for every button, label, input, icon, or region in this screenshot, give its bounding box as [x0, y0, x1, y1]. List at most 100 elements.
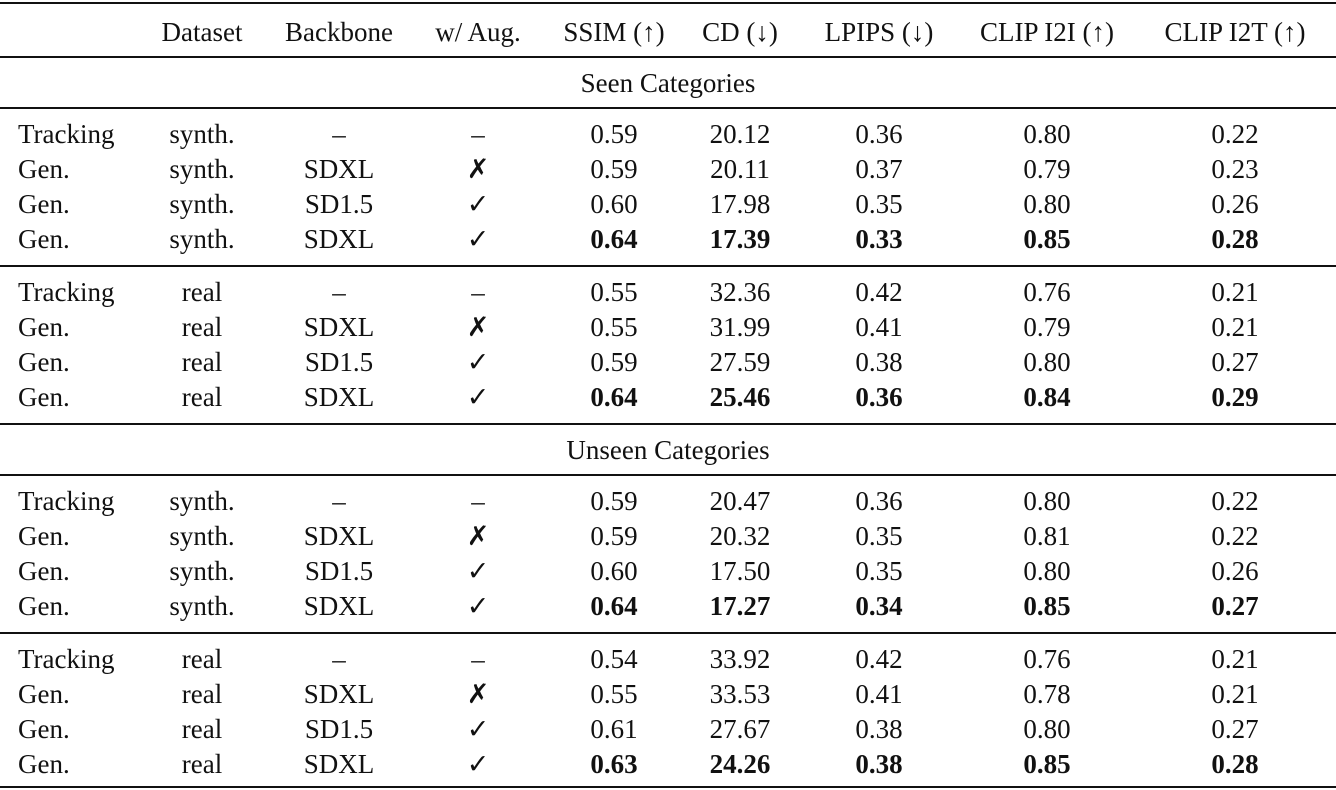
table-cell: 0.27: [1211, 591, 1259, 621]
table-cell: 0.35: [855, 189, 903, 219]
table-cell: 0.55: [590, 312, 638, 342]
table-cell: 0.27: [1211, 347, 1259, 377]
table-cell: 0.38: [855, 749, 903, 779]
table-cell: 0.26: [1211, 556, 1259, 586]
table-cell: 0.59: [590, 119, 638, 149]
row-label: Gen.: [18, 382, 70, 412]
table-cell: 33.92: [709, 644, 771, 674]
table-cell: 0.42: [855, 644, 903, 674]
section-title: Seen Categories: [580, 68, 756, 98]
table-cell: 17.98: [709, 189, 771, 219]
rule: [0, 107, 1336, 109]
table-cell: 20.12: [709, 119, 771, 149]
table-cell: ✗: [466, 521, 490, 551]
table-cell: 0.38: [855, 347, 903, 377]
table-cell: 0.79: [1023, 312, 1071, 342]
table-cell: synth.: [169, 154, 235, 184]
table-cell: 0.85: [1023, 224, 1071, 254]
table-cell: 0.27: [1211, 714, 1259, 744]
table-cell: 0.80: [1023, 556, 1071, 586]
table-cell: 25.46: [709, 382, 771, 412]
rule: [0, 632, 1336, 634]
table-cell: 0.26: [1211, 189, 1259, 219]
table-cell: real: [181, 312, 223, 342]
table-cell: 0.59: [590, 521, 638, 551]
table-cell: 0.60: [590, 556, 638, 586]
table-cell: ✗: [466, 154, 490, 184]
table-cell: real: [181, 679, 223, 709]
table-cell: 0.41: [855, 312, 903, 342]
table-cell: synth.: [169, 521, 235, 551]
table-cell: SD1.5: [304, 347, 374, 377]
table-cell: 0.85: [1023, 591, 1071, 621]
table-cell: 0.80: [1023, 189, 1071, 219]
table-cell: 32.36: [709, 277, 771, 307]
table-cell: real: [181, 382, 223, 412]
table-cell: 0.22: [1211, 119, 1259, 149]
table-cell: 0.81: [1023, 521, 1071, 551]
table-cell: SDXL: [303, 224, 375, 254]
table-cell: 0.34: [855, 591, 903, 621]
table-cell: 0.76: [1023, 277, 1071, 307]
table-cell: 0.54: [590, 644, 638, 674]
row-label: Gen.: [18, 224, 70, 254]
table-cell: 0.41: [855, 679, 903, 709]
table-cell: 0.21: [1211, 312, 1259, 342]
table-cell: 33.53: [709, 679, 771, 709]
table-cell: 0.35: [855, 556, 903, 586]
row-label: Gen.: [18, 591, 70, 621]
rule: [0, 56, 1336, 58]
table-cell: ✗: [466, 312, 490, 342]
table-cell: 0.78: [1023, 679, 1071, 709]
table-cell: 0.80: [1023, 347, 1071, 377]
table-cell: ✓: [466, 189, 490, 219]
table-cell: 0.37: [855, 154, 903, 184]
row-label: Tracking: [18, 119, 115, 149]
row-label: Tracking: [18, 486, 115, 516]
table-cell: 0.23: [1211, 154, 1259, 184]
table-cell: 0.85: [1023, 749, 1071, 779]
table-cell: SD1.5: [304, 556, 374, 586]
table-cell: ✓: [466, 714, 490, 744]
table-cell: SDXL: [303, 312, 375, 342]
table-cell: 0.21: [1211, 277, 1259, 307]
table-cell: synth.: [169, 486, 235, 516]
table-cell: 20.11: [710, 154, 770, 184]
table-cell: 17.27: [709, 591, 771, 621]
table-cell: 0.21: [1211, 679, 1259, 709]
row-label: Gen.: [18, 556, 70, 586]
table-cell: SDXL: [303, 679, 375, 709]
column-header: CLIP I2I (↑): [980, 17, 1114, 47]
table-cell: –: [332, 486, 346, 516]
column-header: Dataset: [161, 17, 243, 47]
table-cell: 0.28: [1211, 224, 1259, 254]
table-cell: 0.42: [855, 277, 903, 307]
table-cell: 17.50: [709, 556, 771, 586]
table-cell: SD1.5: [304, 714, 374, 744]
row-label: Tracking: [18, 644, 115, 674]
table-cell: –: [332, 119, 346, 149]
table-cell: 0.33: [855, 224, 903, 254]
table-cell: –: [471, 486, 485, 516]
table-cell: real: [181, 277, 223, 307]
table-cell: synth.: [169, 189, 235, 219]
table-cell: real: [181, 714, 223, 744]
table-cell: synth.: [169, 591, 235, 621]
table-cell: SD1.5: [304, 189, 374, 219]
table-cell: 27.59: [709, 347, 771, 377]
table-cell: 0.22: [1211, 521, 1259, 551]
table-cell: 0.59: [590, 486, 638, 516]
table-cell: synth.: [169, 119, 235, 149]
table-cell: 0.79: [1023, 154, 1071, 184]
table-cell: 0.80: [1023, 486, 1071, 516]
table-cell: real: [181, 347, 223, 377]
rule: [0, 265, 1336, 267]
table-cell: synth.: [169, 556, 235, 586]
table-cell: SDXL: [303, 382, 375, 412]
row-label: Gen.: [18, 347, 70, 377]
table-cell: 0.80: [1023, 714, 1071, 744]
table-cell: SDXL: [303, 591, 375, 621]
table-cell: 0.61: [590, 714, 638, 744]
table-cell: 0.36: [855, 119, 903, 149]
